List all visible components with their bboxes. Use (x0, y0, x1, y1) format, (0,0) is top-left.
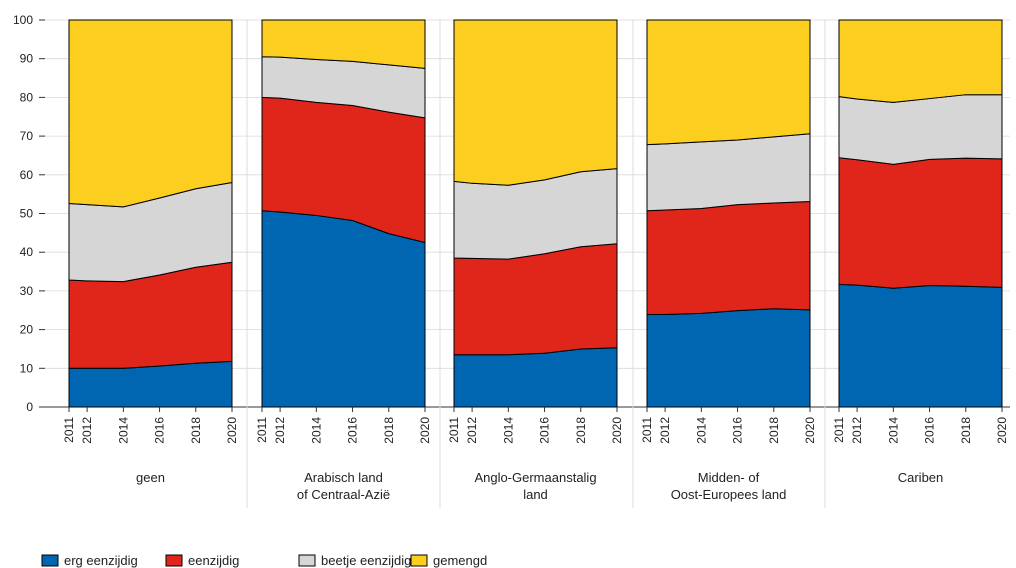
x-tick-label: 2011 (62, 417, 76, 443)
x-tick-label: 2018 (189, 417, 203, 444)
y-tick-label: 30 (20, 284, 34, 298)
y-tick-label: 10 (20, 361, 34, 375)
area-eenzijdig (646, 201, 811, 316)
area-beetje-eenzijdig (646, 133, 811, 212)
x-tick-label: 2016 (923, 417, 937, 444)
y-tick-label: 90 (20, 52, 34, 66)
x-tick-label: 2020 (995, 417, 1009, 444)
x-tick-label: 2012 (465, 417, 479, 444)
x-tick-label: 2016 (731, 417, 745, 444)
legend: erg eenzijdig eenzijdig beetje eenzijdig ge… (41, 553, 487, 568)
panel (646, 19, 811, 408)
panel-label: Oost-Europees land (671, 487, 787, 502)
x-tick-label: 2011 (447, 417, 461, 443)
x-tick-label: 2020 (225, 417, 239, 444)
x-tick-label: 2011 (255, 417, 269, 443)
legend-label: gemengd (433, 553, 487, 568)
legend-label: eenzijdig (188, 553, 239, 568)
area-eenzijdig (838, 157, 1003, 289)
x-tick-label: 2014 (501, 417, 515, 444)
legend-swatch (410, 554, 428, 567)
x-tick-label: 2016 (538, 417, 552, 444)
panel-frame (838, 19, 1003, 408)
x-tick-label: 2012 (658, 417, 672, 444)
y-tick-label: 40 (20, 245, 34, 259)
x-tick-label: 2014 (886, 417, 900, 444)
x-tick-label: 2018 (767, 417, 781, 444)
x-tick-label: 2020 (418, 417, 432, 444)
legend-swatch (298, 554, 316, 567)
y-tick-label: 60 (20, 168, 34, 182)
panels (68, 19, 1003, 408)
legend-label: beetje eenzijdig (321, 553, 411, 568)
legend-swatch (41, 554, 59, 567)
panel-frame (68, 19, 233, 408)
y-tick-label: 50 (20, 207, 34, 221)
panel-label: Arabisch land (304, 470, 383, 485)
panel-label: Midden- of (698, 470, 760, 485)
area-gemengd (68, 19, 233, 208)
area-gemengd (453, 19, 618, 186)
y-tick-label: 100 (13, 13, 33, 27)
panel (68, 19, 233, 408)
panel-frame (453, 19, 618, 408)
x-tick-label: 2012 (80, 417, 94, 444)
area-beetje-eenzijdig (838, 94, 1003, 165)
x-tick-label: 2012 (850, 417, 864, 444)
x-tick-label: 2011 (640, 417, 654, 443)
y-tick-label: 70 (20, 129, 34, 143)
panel (838, 19, 1003, 408)
x-tick-label: 2020 (803, 417, 817, 444)
area-gemengd (838, 19, 1003, 103)
legend-label: erg eenzijdig (64, 553, 138, 568)
y-tick-label: 0 (26, 400, 33, 414)
panel (453, 19, 618, 408)
area-erg-eenzijdig (838, 283, 1003, 408)
x-tick-label: 2014 (309, 417, 323, 444)
y-tick-label: 80 (20, 90, 34, 104)
legend-swatch (165, 554, 183, 567)
y-tick-label: 20 (20, 323, 34, 337)
x-tick-label: 2014 (694, 417, 708, 444)
x-tick-label: 2018 (574, 417, 588, 444)
x-tick-label: 2018 (959, 417, 973, 444)
area-gemengd (646, 19, 811, 146)
x-axis: 2011 2012 2014 2016 2018 2020 geen 2011 2012 2014… (62, 407, 1009, 502)
panel-label: land (523, 487, 548, 502)
area-erg-eenzijdig (261, 210, 426, 408)
area-erg-eenzijdig (453, 347, 618, 408)
x-tick-label: 2014 (116, 417, 130, 444)
x-tick-label: 2018 (382, 417, 396, 444)
area-erg-eenzijdig (646, 308, 811, 408)
x-tick-label: 2011 (832, 417, 846, 443)
x-tick-label: 2016 (153, 417, 167, 444)
panel-label: geen (136, 470, 165, 485)
x-tick-label: 2020 (610, 417, 624, 444)
panel (261, 19, 426, 408)
x-tick-label: 2012 (273, 417, 287, 444)
panel-frame (261, 19, 426, 408)
panel-label: Anglo-Germaanstalig (474, 470, 596, 485)
area-eenzijdig (453, 243, 618, 356)
panel-label: Cariben (898, 470, 944, 485)
panel-label: of Centraal-Azië (297, 487, 390, 502)
x-tick-label: 2016 (346, 417, 360, 444)
panel-frame (646, 19, 811, 408)
y-axis: 0 10 20 30 40 50 60 70 80 90 100 (13, 13, 45, 414)
